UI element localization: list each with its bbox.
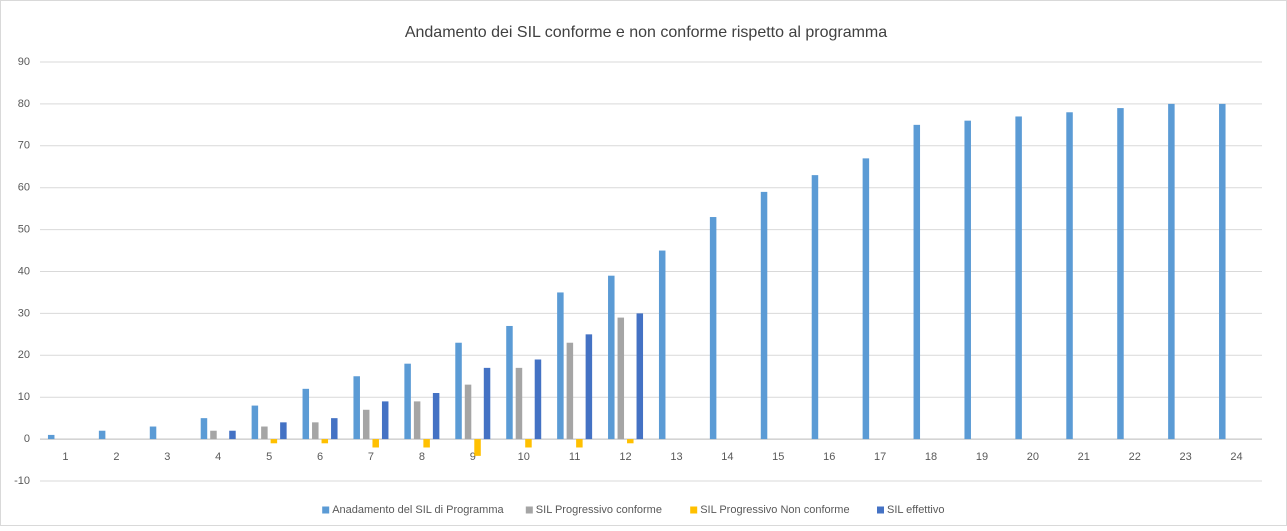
bar: [413, 401, 421, 440]
bar: [1219, 103, 1226, 440]
x-tick-label: 16: [823, 451, 835, 463]
bar: [585, 334, 593, 440]
bar: [200, 418, 208, 440]
bar: [1117, 108, 1124, 440]
bar: [658, 250, 666, 440]
bar: [261, 426, 268, 440]
bar: [1015, 116, 1022, 440]
x-tick-label: 10: [518, 451, 530, 463]
x-tick-label: 17: [874, 451, 886, 463]
bar: [229, 430, 236, 440]
bar: [525, 439, 532, 448]
bar: [372, 439, 379, 448]
bar: [270, 439, 278, 444]
legend-label: Anadamento del SIL di Programma: [332, 504, 504, 516]
bar: [636, 313, 644, 440]
bar: [98, 430, 106, 440]
bar: [321, 439, 329, 444]
bar: [47, 434, 55, 440]
x-tick-label: 23: [1180, 451, 1192, 463]
y-tick-label: 0: [24, 433, 30, 445]
y-tick-label: 60: [18, 182, 30, 194]
bar: [404, 363, 411, 440]
y-tick-label: 50: [18, 224, 30, 236]
x-tick-label: 7: [368, 451, 374, 463]
x-tick-label: 4: [215, 451, 221, 463]
bar: [423, 439, 430, 448]
bar: [474, 439, 481, 456]
bar: [515, 367, 523, 440]
y-tick-label: 90: [18, 56, 30, 68]
bar: [576, 439, 583, 448]
x-tick-label: 14: [721, 451, 733, 463]
bar: [302, 388, 310, 440]
x-tick-label: 15: [772, 451, 784, 463]
x-tick-label: 20: [1027, 451, 1039, 463]
x-tick-label: 21: [1078, 451, 1090, 463]
x-tick-label: 3: [164, 451, 170, 463]
bar: [709, 217, 717, 440]
x-tick-label: 19: [976, 451, 988, 463]
bar: [362, 409, 370, 440]
x-tick-label: 6: [317, 451, 323, 463]
y-tick-label: 70: [18, 140, 30, 152]
legend-swatch: [690, 506, 698, 514]
y-tick-label: 40: [18, 265, 30, 277]
legend-label: SIL effettivo: [887, 504, 944, 516]
x-tick-label: 1: [62, 451, 68, 463]
bar: [149, 426, 157, 440]
bar: [862, 158, 870, 440]
y-tick-label: 10: [18, 391, 30, 403]
bar: [617, 317, 625, 440]
bar: [811, 175, 819, 440]
bar: [964, 120, 971, 440]
legend-label: SIL Progressivo Non conforme: [700, 504, 849, 516]
x-tick-label: 8: [419, 451, 425, 463]
bar: [210, 430, 217, 440]
bar: [1066, 112, 1073, 440]
y-tick-label: -10: [14, 475, 30, 487]
bar: [913, 124, 921, 440]
x-tick-label: 2: [113, 451, 119, 463]
x-tick-label: 22: [1129, 451, 1141, 463]
legend-swatch: [877, 506, 884, 514]
legend-swatch: [322, 506, 330, 514]
legend-swatch: [525, 506, 533, 514]
bar: [608, 275, 615, 440]
bar: [353, 376, 360, 440]
chart-title: Andamento dei SIL conforme e non conform…: [405, 24, 887, 41]
bar: [381, 401, 389, 440]
bar: [1168, 103, 1175, 440]
x-tick-label: 13: [670, 451, 682, 463]
bar: [251, 405, 259, 440]
bar: [483, 367, 491, 440]
bar: [557, 292, 564, 440]
bar: [455, 342, 462, 440]
bar: [506, 325, 513, 440]
x-tick-label: 24: [1230, 451, 1242, 463]
x-tick-label: 9: [470, 451, 476, 463]
bar: [312, 422, 319, 440]
y-tick-label: 20: [18, 349, 30, 361]
x-tick-label: 5: [266, 451, 272, 463]
bar: [432, 393, 440, 440]
bar: [566, 342, 574, 440]
bar: [464, 384, 472, 440]
x-tick-label: 12: [619, 451, 631, 463]
bar: [331, 418, 338, 440]
x-tick-label: 11: [569, 451, 580, 463]
x-tick-label: 18: [925, 451, 937, 463]
y-tick-label: 30: [18, 307, 30, 319]
bar: [534, 359, 542, 440]
y-tick-label: 80: [18, 98, 30, 110]
legend-label: SIL Progressivo conforme: [536, 504, 662, 516]
bar: [627, 439, 634, 444]
bar: [280, 422, 287, 440]
bar: [760, 191, 768, 440]
